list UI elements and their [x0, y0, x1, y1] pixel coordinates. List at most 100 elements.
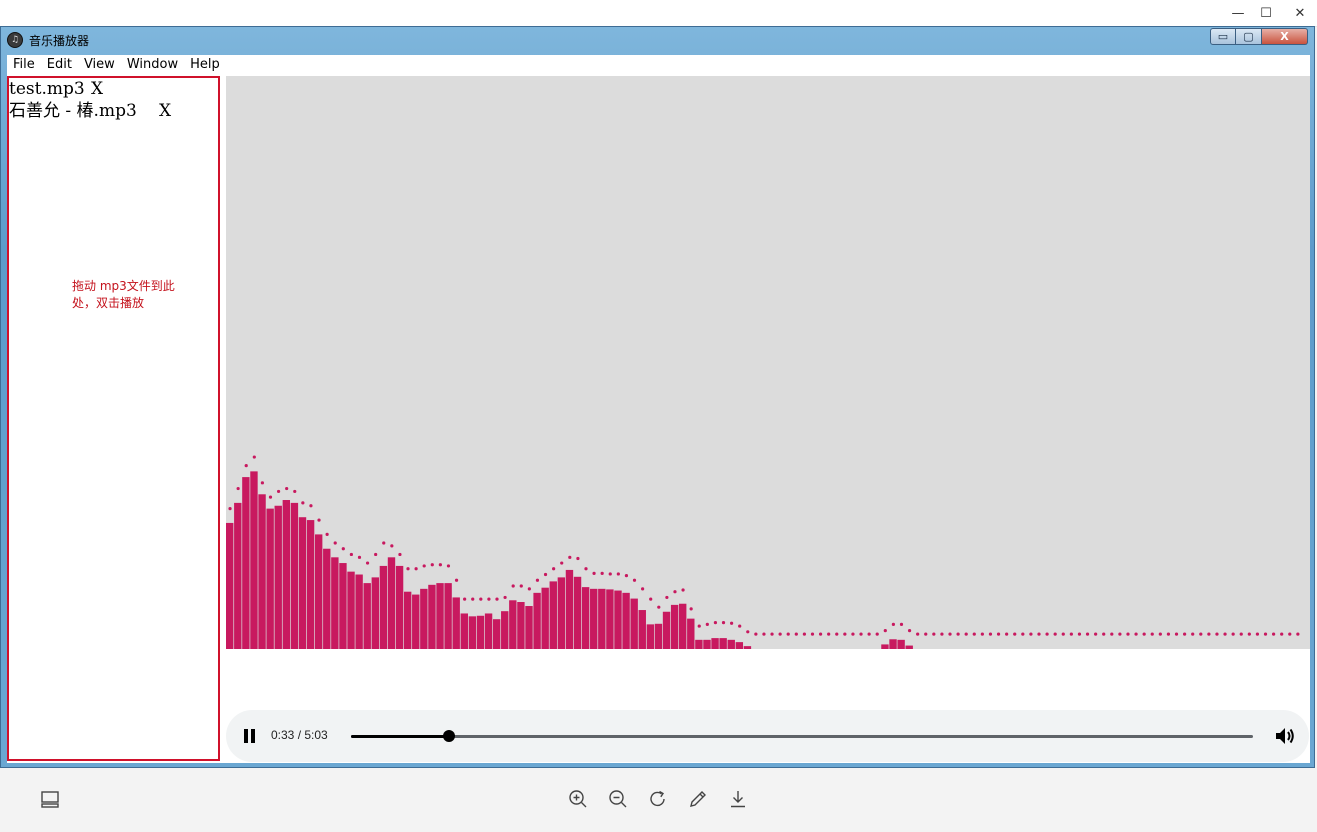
- spectrum-peak: [543, 572, 548, 577]
- host-minimize-button[interactable]: —: [1231, 5, 1245, 21]
- playlist-item[interactable]: test.mp3 X: [9, 78, 218, 100]
- spectrum-bar: [719, 638, 727, 649]
- pause-icon[interactable]: [242, 728, 258, 744]
- playlist-panel[interactable]: test.mp3 X 石善允 - 椿.mp3 X 拖动 mp3文件到此处，双击播…: [7, 76, 220, 761]
- spectrum-peak: [616, 572, 620, 576]
- remove-track-button[interactable]: X: [91, 79, 104, 99]
- spectrum-bar: [452, 597, 460, 649]
- app-window: ♫ 音乐播放器 ▭ ▢ X File Edit View Window Help…: [0, 26, 1315, 768]
- seek-thumb[interactable]: [443, 730, 456, 742]
- volume-icon[interactable]: [1275, 727, 1295, 745]
- spectrum-peak: [1255, 632, 1260, 636]
- spectrum-peak: [810, 632, 815, 636]
- spectrum-bar: [347, 571, 355, 649]
- spectrum-peak: [641, 587, 645, 591]
- spectrum-peak: [794, 632, 798, 636]
- menu-help[interactable]: Help: [190, 57, 220, 72]
- spectrum-peak: [357, 555, 362, 559]
- spectrum-visualizer: [226, 76, 1310, 649]
- spectrum-peak: [1215, 632, 1219, 636]
- zoom-out-icon[interactable]: [607, 788, 629, 810]
- spectrum-peak: [689, 607, 693, 611]
- time-display: 0:33 / 5:03: [271, 728, 328, 742]
- spectrum-peak: [1199, 632, 1203, 636]
- maximize-button[interactable]: ▢: [1236, 28, 1262, 45]
- spectrum-peak: [1029, 632, 1033, 636]
- spectrum-peak: [592, 571, 596, 575]
- layout-icon[interactable]: [39, 788, 61, 810]
- spectrum-bar: [379, 565, 388, 649]
- spectrum-bar: [339, 563, 347, 649]
- host-maximize-button[interactable]: ☐: [1260, 5, 1272, 21]
- spectrum-bar: [250, 471, 258, 649]
- rotate-icon[interactable]: [647, 788, 669, 810]
- host-close-button[interactable]: ✕: [1294, 5, 1306, 21]
- spectrum-bar: [306, 520, 315, 649]
- spectrum-peak: [1166, 632, 1171, 636]
- spectrum-peak: [988, 632, 993, 636]
- spectrum-peak: [1296, 632, 1300, 636]
- spectrum-bar: [412, 594, 420, 649]
- spectrum-peak: [818, 632, 823, 636]
- spectrum-peak: [948, 632, 952, 636]
- seek-bar[interactable]: [351, 730, 1253, 742]
- spectrum-bar: [735, 642, 744, 649]
- spectrum-peak: [835, 632, 839, 636]
- spectrum-peak: [454, 578, 459, 582]
- menu-edit[interactable]: Edit: [46, 57, 72, 72]
- edit-icon[interactable]: [687, 788, 709, 810]
- spectrum-peak: [325, 532, 329, 536]
- spectrum-bar: [687, 618, 695, 649]
- download-icon[interactable]: [727, 788, 749, 810]
- zoom-in-icon[interactable]: [567, 788, 589, 810]
- spectrum-bar: [242, 477, 250, 649]
- spectrum-bar: [403, 591, 412, 649]
- menu-file[interactable]: File: [13, 57, 35, 72]
- spectrum-peak: [463, 597, 467, 601]
- spectrum-peak: [924, 632, 928, 636]
- spectrum-peak: [681, 588, 685, 592]
- spectrum-peak: [349, 552, 353, 557]
- menu-view[interactable]: View: [83, 57, 115, 72]
- spectrum-peak: [1191, 632, 1195, 636]
- spectrum-peak: [916, 632, 920, 636]
- window-title: 音乐播放器: [29, 33, 90, 48]
- minimize-button[interactable]: ▭: [1210, 28, 1236, 45]
- spectrum-peak: [972, 632, 976, 636]
- spectrum-peak: [438, 563, 442, 567]
- spectrum-peak: [697, 624, 701, 628]
- spectrum-bar: [258, 494, 266, 649]
- spectrum-bar: [598, 588, 606, 649]
- close-button[interactable]: X: [1262, 28, 1308, 45]
- client-area: File Edit View Window Help test.mp3 X 石善…: [7, 55, 1310, 763]
- spectrum-bar: [274, 505, 282, 649]
- playlist-item-name[interactable]: 石善允 - 椿.mp3: [9, 101, 137, 121]
- spectrum-peak: [859, 632, 863, 636]
- spectrum-peak: [276, 489, 281, 494]
- remove-track-button[interactable]: X: [159, 101, 172, 121]
- spectrum-peak: [624, 574, 629, 578]
- playlist-item-name[interactable]: test.mp3: [9, 79, 85, 99]
- spectrum-peak: [1288, 632, 1292, 636]
- spectrum-peak: [1061, 632, 1065, 636]
- spectrum-peak: [713, 621, 718, 625]
- spectrum-bar: [606, 589, 614, 649]
- spectrum-bar: [654, 623, 663, 649]
- spectrum-peak: [875, 632, 879, 636]
- spectrum-bar: [679, 603, 687, 649]
- spectrum-peak: [1142, 632, 1146, 636]
- spectrum-bar: [573, 576, 582, 649]
- spectrum-bar: [549, 581, 557, 649]
- spectrum-peak: [568, 555, 572, 559]
- spectrum-bar: [492, 619, 501, 649]
- spectrum-bar: [226, 522, 234, 649]
- spectrum-peak: [576, 556, 580, 561]
- spectrum-peak: [802, 632, 807, 636]
- menu-window[interactable]: Window: [126, 57, 179, 72]
- spectrum-peak: [495, 597, 499, 601]
- spectrum-peak: [1150, 632, 1154, 636]
- playlist-item[interactable]: 石善允 - 椿.mp3 X: [9, 100, 218, 122]
- spectrum-peak: [608, 572, 612, 576]
- spectrum-peak: [746, 630, 750, 634]
- spectrum-bar: [234, 502, 242, 649]
